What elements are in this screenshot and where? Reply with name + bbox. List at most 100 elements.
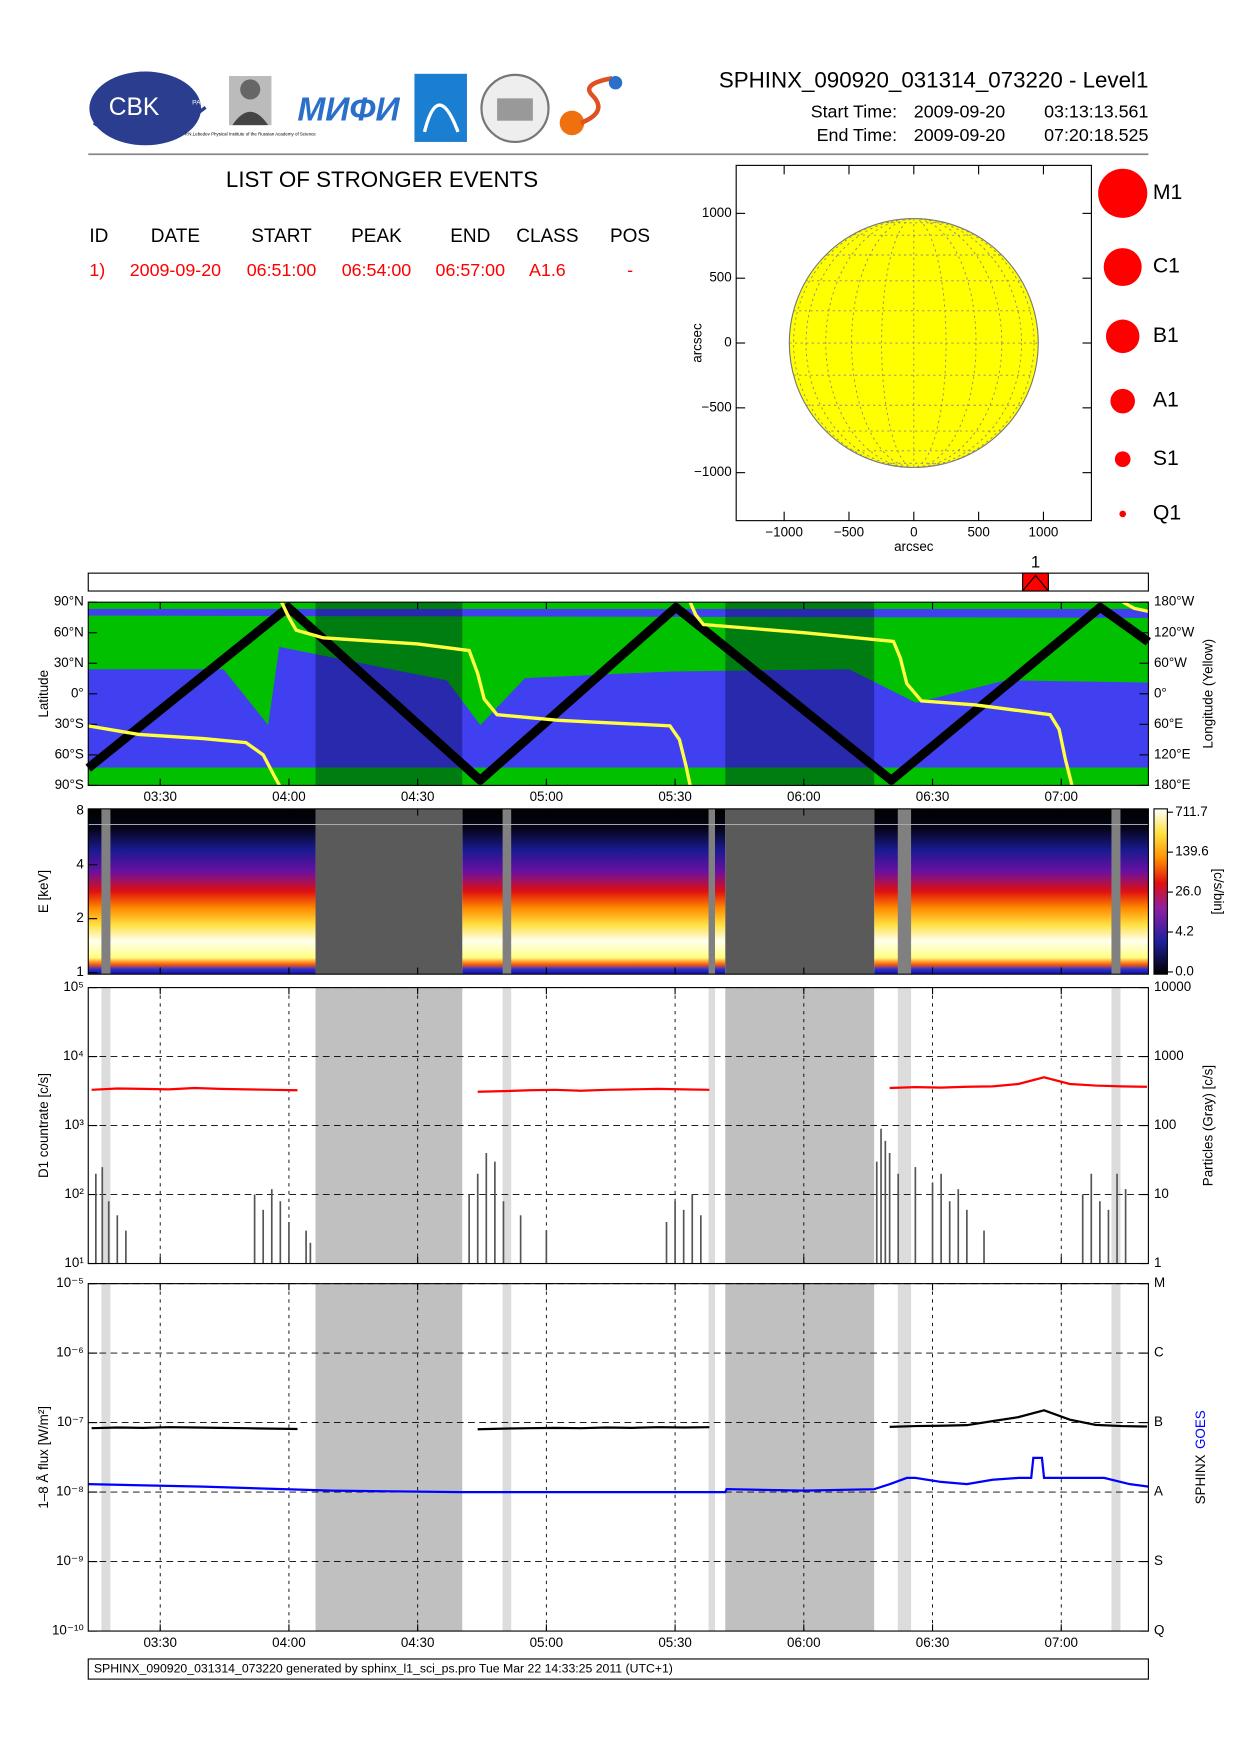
x-tick-label: −500 — [834, 524, 864, 539]
spectrogram — [462, 808, 726, 975]
end-date: 2009-09-20 — [914, 125, 1005, 145]
class-dot — [1114, 451, 1131, 468]
column-header: CLASS — [516, 226, 578, 247]
short-gap — [502, 1283, 512, 1632]
y-tick-label: 10⁵ — [63, 979, 83, 994]
cbk-text: CBK — [109, 94, 160, 121]
y-tick-label: 1 — [76, 964, 83, 979]
x-tick-label: 05:00 — [530, 1635, 564, 1650]
colorbar-label: 139.6 — [1175, 844, 1209, 859]
x-tick-label: 06:00 — [787, 1635, 821, 1650]
y2-axis-label: Particles (Gray) [c/s] — [1200, 1065, 1215, 1186]
column-header: POS — [610, 226, 650, 247]
colorbar-label: 711.7 — [1175, 804, 1208, 819]
y-tick-label: 90°S — [55, 777, 84, 792]
class-label: A1 — [1153, 389, 1179, 412]
y2-tick-label: 10 — [1154, 1186, 1169, 1201]
y2-tick-label: 10000 — [1154, 979, 1191, 994]
y-tick-label: 10⁻⁹ — [56, 1553, 84, 1568]
seal-building — [497, 98, 533, 121]
y2-tick-label: 0° — [1154, 685, 1167, 700]
short-gap — [1111, 1283, 1121, 1632]
spectrogram — [88, 808, 316, 975]
series-line — [91, 1076, 1148, 1093]
legend-entry: GOES — [1192, 1410, 1207, 1449]
plot-frame — [87, 808, 1149, 975]
class-label: M1 — [1153, 181, 1182, 204]
y-axis-label: 1–8 Å flux [W/m²] — [36, 1406, 51, 1509]
y-tick-label: 10⁻⁵ — [56, 1275, 84, 1290]
y-axis-label: E [keV] — [36, 870, 51, 913]
y2-tick-label: C — [1154, 1345, 1164, 1360]
y2-tick-label: A — [1154, 1484, 1163, 1499]
x-tick-label: 03:30 — [143, 1635, 177, 1650]
column-header: START — [251, 226, 312, 247]
y-tick-label: 10² — [64, 1186, 84, 1201]
logos: CBK PAN P.N.Lebedev Physical Institute o… — [89, 71, 623, 146]
y2-tick-label: Q — [1154, 1623, 1164, 1638]
region-north — [88, 615, 1149, 726]
start-label: Start Time: — [811, 102, 897, 122]
x-tick-label: 05:30 — [658, 1635, 692, 1650]
y-axis-label: D1 countrate [c/s] — [36, 1073, 51, 1178]
x-tick-label: −1000 — [765, 524, 803, 539]
y-tick-label: 500 — [709, 270, 731, 285]
column-header: DATE — [151, 226, 200, 247]
x-tick-label: 03:30 — [143, 789, 177, 804]
class-label: C1 — [1153, 255, 1180, 278]
y-tick-label: 60°N — [54, 624, 84, 639]
event-cell: - — [627, 260, 633, 280]
x-tick-label: 06:00 — [787, 789, 821, 804]
column-header: PEAK — [351, 226, 402, 247]
class-dot — [1103, 248, 1142, 287]
footer-box — [87, 1658, 1149, 1680]
plot-frame — [87, 601, 1149, 786]
x-tick-label: 07:00 — [1044, 789, 1078, 804]
class-label: Q1 — [1153, 502, 1181, 525]
plot-bg — [88, 1283, 1149, 1632]
latitude-track — [85, 602, 1152, 785]
data-gap — [725, 808, 875, 975]
events-table: ID DATE START PEAK END CLASS POS 1) 2009-09-20 06… — [89, 226, 650, 280]
swirl-sun — [559, 110, 585, 136]
y-tick-label: 10⁴ — [63, 1048, 84, 1063]
end-time: 07:20:18.525 — [1044, 125, 1148, 145]
y-tick-label: 0° — [71, 685, 84, 700]
y-tick-label: 30°S — [55, 716, 84, 731]
y2-tick-label: B — [1154, 1414, 1163, 1429]
start-date: 2009-09-20 — [914, 102, 1005, 122]
x-tick-label: 04:00 — [272, 789, 306, 804]
event-label: 1 — [1031, 553, 1040, 572]
x-tick-label: 05:30 — [658, 789, 692, 804]
y-tick-label: 10⁻⁸ — [56, 1484, 84, 1499]
x-tick-label: 04:00 — [272, 1635, 306, 1650]
lebedev-caption: P.N.Lebedev Physical Institute of the Ru… — [185, 131, 317, 136]
short-gap — [502, 808, 512, 975]
y2-axis-label: Longitude (Yellow) — [1200, 639, 1215, 749]
portrait-body — [232, 111, 269, 126]
short-gap — [101, 1283, 111, 1632]
event-cell: 2009-09-20 — [130, 260, 221, 280]
x-tick-label: 07:00 — [1044, 1635, 1078, 1650]
y-tick-label: −500 — [702, 399, 732, 414]
y2-tick-label: 1 — [1154, 1255, 1161, 1270]
y2-tick-label: 60°W — [1154, 655, 1187, 670]
header-title: SPHINX_090920_031314_073220 - Level1 — [719, 68, 1149, 93]
class-dot — [1110, 388, 1135, 414]
plot-frame — [87, 987, 1149, 1265]
y2-tick-label: 100 — [1154, 1117, 1176, 1132]
y2-tick-label: 1000 — [1154, 1048, 1184, 1063]
spectrogram — [874, 808, 1149, 975]
y-tick-label: 2 — [76, 910, 83, 925]
start-time: 03:13:13.561 — [1044, 102, 1148, 122]
y-tick-label: 10³ — [64, 1117, 84, 1132]
swirl-globe — [608, 76, 623, 90]
short-gap — [897, 808, 912, 975]
legend-entry: SPHINX — [1192, 1454, 1207, 1504]
event-span — [1022, 572, 1049, 592]
plot-frame — [87, 1283, 1149, 1632]
blue-logo-arc — [422, 103, 460, 133]
region-south — [88, 767, 1149, 786]
event-cell: 1) — [89, 260, 105, 280]
data-gap — [725, 1283, 875, 1632]
